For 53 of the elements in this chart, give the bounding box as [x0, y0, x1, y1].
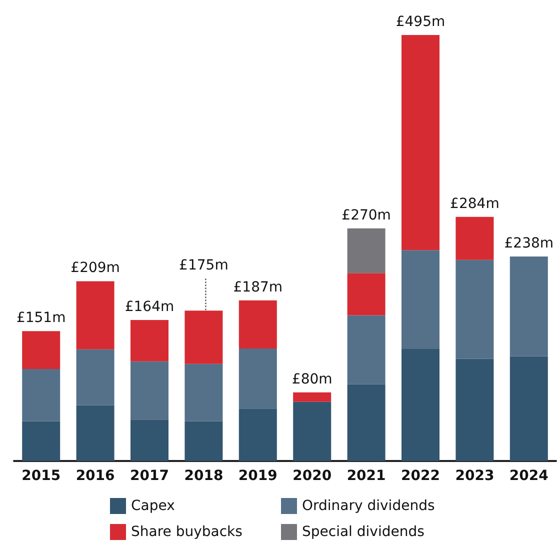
bar — [293, 402, 332, 461]
bar — [76, 281, 114, 350]
annotation: £187m — [233, 279, 283, 296]
bar — [130, 420, 168, 461]
bar — [347, 315, 386, 384]
bar — [184, 421, 223, 461]
bar — [510, 256, 548, 356]
bar — [238, 348, 277, 409]
legend-label: Share buybacks — [131, 524, 242, 540]
legend-label: Special dividends — [302, 524, 424, 540]
x-tick-label: 2020 — [292, 468, 332, 484]
bar — [22, 421, 60, 461]
annotation: £209m — [70, 260, 120, 276]
bar — [347, 384, 386, 461]
x-tick-label: 2018 — [184, 468, 224, 484]
bar — [456, 216, 494, 260]
annotation: £80m — [292, 371, 332, 388]
bar — [456, 358, 494, 461]
annotation: £151m — [16, 310, 66, 326]
x-tick-label: 2019 — [238, 468, 278, 484]
bar — [402, 348, 440, 461]
bar — [238, 408, 277, 461]
x-tick-label: 2021 — [346, 468, 386, 484]
bar — [293, 392, 332, 402]
bar — [456, 260, 494, 359]
annotation: £284m — [450, 196, 500, 212]
bar — [184, 310, 223, 364]
annotation: £495m — [396, 14, 446, 30]
x-tick-label: 2016 — [76, 468, 115, 484]
bar — [184, 364, 223, 422]
bar — [402, 250, 440, 349]
bar — [76, 349, 114, 406]
bar — [510, 356, 548, 461]
bar — [76, 405, 114, 461]
bar — [130, 361, 168, 420]
legend-label: Ordinary dividends — [302, 498, 435, 514]
legend-label: Capex — [131, 498, 175, 514]
x-tick-label: 2015 — [22, 468, 61, 484]
bar — [238, 300, 277, 349]
bar — [22, 368, 60, 422]
annotation: £164m — [124, 298, 174, 315]
x-tick-label: 2022 — [401, 468, 440, 484]
x-tick-label: 2024 — [509, 468, 549, 484]
bar — [22, 331, 60, 369]
annotation: £270m — [342, 207, 391, 224]
x-tick-label: 2023 — [455, 468, 494, 484]
annotation: £238m — [504, 236, 554, 252]
annotation: £175m — [179, 258, 228, 274]
bar — [347, 228, 386, 274]
bar — [347, 273, 386, 316]
bar — [130, 320, 168, 362]
x-tick-label: 2017 — [130, 468, 169, 484]
bar — [402, 35, 440, 250]
